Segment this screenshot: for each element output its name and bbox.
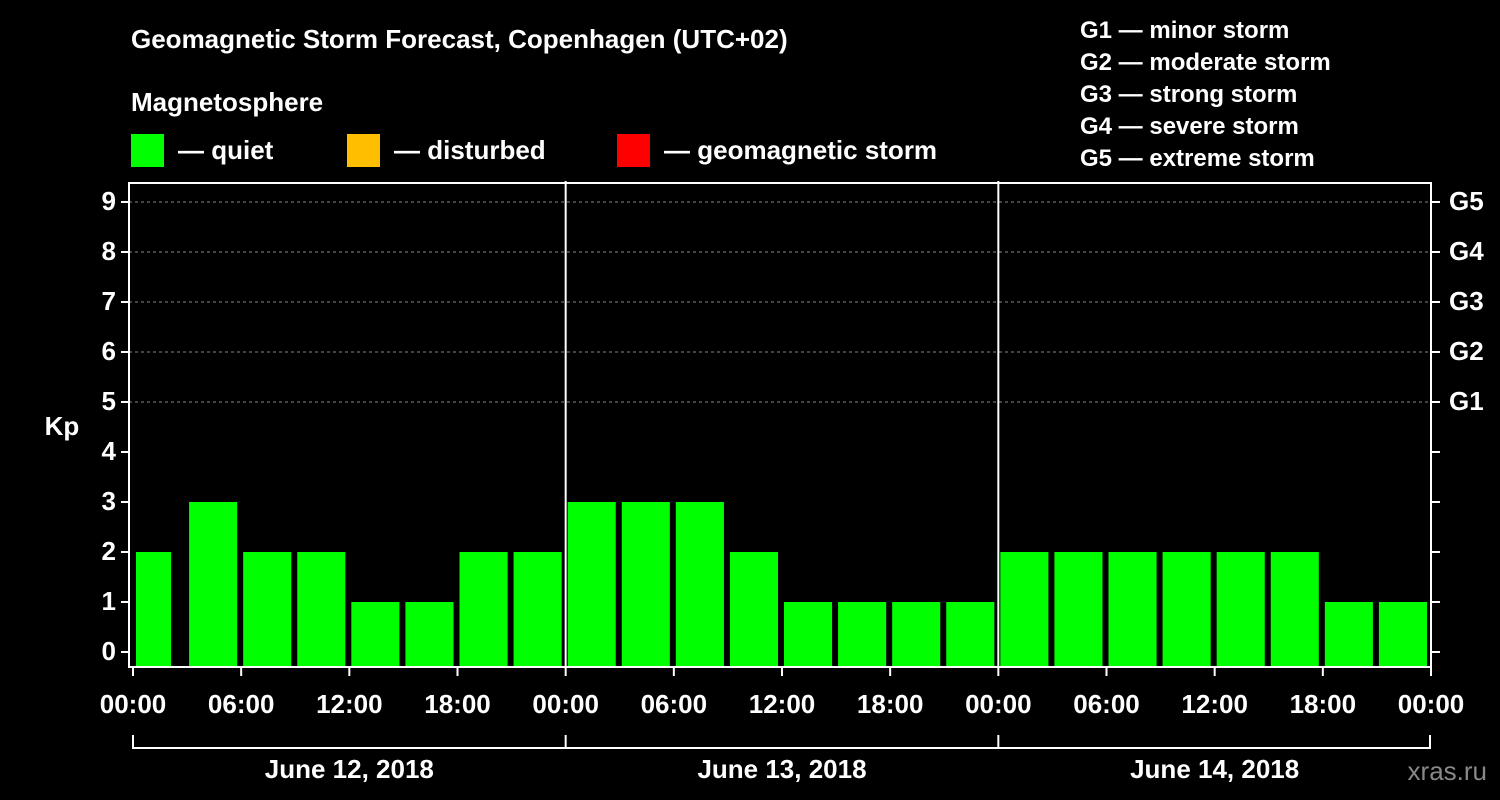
kp-bar	[1162, 552, 1211, 666]
kp-bar	[189, 502, 238, 666]
x-tick-label: 06:00	[208, 689, 275, 719]
kp-bar	[729, 552, 778, 666]
x-tick-label: 06:00	[1073, 689, 1140, 719]
x-tick-label: 00:00	[532, 689, 599, 719]
kp-bar	[1324, 602, 1373, 666]
g-scale-label: G2	[1449, 336, 1484, 366]
y-tick-label: 1	[102, 586, 116, 616]
kp-bar	[567, 502, 616, 666]
y-tick-label: 4	[102, 436, 117, 466]
kp-bar	[621, 502, 670, 666]
y-tick-label: 9	[102, 186, 116, 216]
x-tick-label: 12:00	[1181, 689, 1248, 719]
kp-bar	[1270, 552, 1319, 666]
x-tick-label: 00:00	[1398, 689, 1465, 719]
g-scale-label: G5	[1449, 186, 1484, 216]
day-label: June 12, 2018	[265, 754, 434, 784]
kp-bar	[675, 502, 724, 666]
day-label: June 13, 2018	[697, 754, 866, 784]
watermark: xras.ru	[1407, 756, 1487, 786]
legend-label-quiet: — quiet	[178, 134, 274, 165]
kp-bar	[459, 552, 508, 666]
legend-swatch-storm	[617, 133, 650, 167]
legend-item-quiet: — quiet	[131, 133, 273, 167]
g-scale-label: G1	[1449, 386, 1484, 416]
x-tick-label: 12:00	[316, 689, 383, 719]
legend-label-disturbed: — disturbed	[394, 134, 546, 165]
storm-scale-g3: G3 — strong storm	[1080, 81, 1298, 108]
x-tick-label: 00:00	[965, 689, 1032, 719]
y-axis-label: Kp	[45, 411, 80, 441]
kp-bar	[351, 602, 400, 666]
x-tick-label: 18:00	[1290, 689, 1357, 719]
legend-swatch-disturbed	[347, 133, 380, 167]
kp-bar	[1000, 552, 1049, 666]
kp-bar	[946, 602, 995, 666]
x-tick-label: 18:00	[857, 689, 924, 719]
y-tick-label: 3	[102, 486, 116, 516]
kp-bar	[136, 552, 172, 666]
y-tick-label: 0	[102, 636, 116, 666]
kp-bar	[243, 552, 292, 666]
g-scale-label: G4	[1449, 236, 1484, 266]
legend-item-storm: — geomagnetic storm	[617, 133, 937, 167]
kp-bar	[1054, 552, 1103, 666]
kp-bar	[1216, 552, 1265, 666]
kp-bar	[784, 602, 833, 666]
legend-item-disturbed: — disturbed	[347, 133, 546, 167]
kp-bar	[513, 552, 562, 666]
x-tick-label: 00:00	[100, 689, 167, 719]
chart-title: Geomagnetic Storm Forecast, Copenhagen (…	[131, 24, 788, 54]
legend-heading: Magnetosphere	[131, 87, 324, 117]
g-scale-label: G3	[1449, 286, 1484, 316]
plot-frame	[128, 182, 1432, 668]
x-tick-label: 12:00	[749, 689, 816, 719]
storm-scale-legend: G1 — minor storm G2 — moderate storm G3 …	[1080, 15, 1331, 175]
storm-scale-g1: G1 — minor storm	[1080, 17, 1290, 44]
y-tick-label: 2	[102, 536, 116, 566]
storm-scale-g2: G2 — moderate storm	[1080, 49, 1331, 76]
y-tick-label: 5	[102, 386, 116, 416]
legend-swatch-quiet	[131, 133, 164, 167]
kp-bar	[892, 602, 941, 666]
storm-scale-g4: G4 — severe storm	[1080, 113, 1299, 140]
x-tick-label: 06:00	[641, 689, 708, 719]
x-tick-label: 18:00	[424, 689, 491, 719]
legend-label-storm: — geomagnetic storm	[664, 134, 938, 165]
kp-bar	[838, 602, 887, 666]
kp-bar	[1378, 602, 1427, 666]
kp-bar	[405, 602, 454, 666]
day-label: June 14, 2018	[1130, 754, 1299, 784]
kp-bar	[1108, 552, 1157, 666]
storm-scale-g5: G5 — extreme storm	[1080, 145, 1315, 172]
y-tick-label: 6	[102, 336, 116, 366]
kp-bar	[297, 552, 346, 666]
y-tick-label: 8	[102, 236, 116, 266]
y-tick-label: 7	[102, 286, 116, 316]
